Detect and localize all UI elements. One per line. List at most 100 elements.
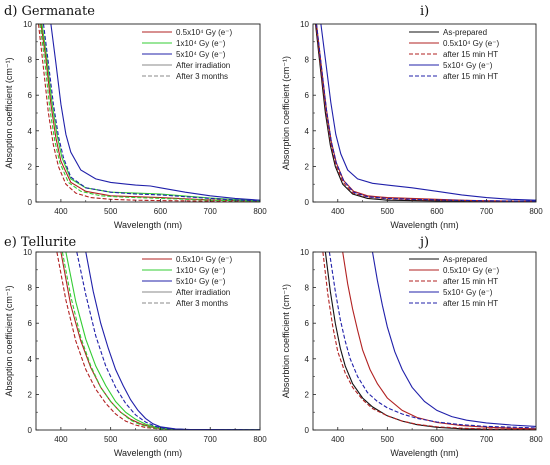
panel-title: i): [420, 4, 429, 19]
legend-entry: 0.5x10⁴ Gy (e⁻): [443, 266, 499, 275]
x-tick-label: 500: [381, 207, 395, 216]
legend-entry: 0.5x10⁴ Gy (e⁻): [176, 255, 232, 264]
chart-panel-1: d) Germanate 400 500 600 700 800 0 2 4 6 8 10 Wavele…: [4, 4, 267, 230]
series-line-3: [65, 252, 260, 430]
legend-entry: after 15 min HT: [443, 50, 498, 59]
y-tick-label: 2: [305, 390, 310, 399]
y-tick-label: 10: [23, 248, 32, 257]
y-tick-label: 0: [305, 198, 310, 207]
x-tick-label: 500: [104, 435, 118, 444]
y-tick-label: 8: [305, 56, 310, 65]
panel-title: j): [418, 235, 429, 250]
x-axis-label: Wavelength (nm): [390, 220, 458, 230]
series-line-6: [42, 24, 260, 202]
series-line-5: [50, 24, 260, 201]
x-tick-label: 700: [204, 435, 218, 444]
series-line-4: [320, 24, 536, 201]
x-tick-label: 600: [154, 207, 168, 216]
legend-entry: After 3 months: [176, 299, 228, 308]
x-tick-label: 800: [529, 435, 543, 444]
series-line-1: [40, 24, 260, 202]
y-tick-label: 10: [300, 20, 309, 29]
y-axis-label: Absoption coefficient (cm⁻¹): [4, 57, 14, 168]
y-tick-label: 10: [23, 20, 32, 29]
x-tick-label: 800: [529, 207, 543, 216]
legend-entry: 0.5x10⁴ Gy (e⁻): [443, 39, 499, 48]
x-axis-label: Wavelength (nm): [114, 220, 182, 230]
series-line-5: [315, 24, 536, 202]
legend-entry: 1x10⁴ Gy (e⁻): [176, 266, 226, 275]
series-line-3: [41, 24, 260, 202]
legend-entry: 0.5x10⁴ Gy (e⁻): [176, 28, 232, 37]
panel-title: e) Tellurite: [4, 235, 77, 250]
series-line-6: [76, 252, 260, 430]
x-tick-label: 400: [54, 435, 68, 444]
x-tick-label: 600: [154, 435, 168, 444]
legend-entry: 1x10⁴ Gy (e⁻): [176, 39, 226, 48]
legend: 0.5x10⁴ Gy (e⁻) 1x10⁴ Gy (e⁻) 5x10⁴ Gy (e⁻…: [142, 28, 232, 81]
x-tick-label: 800: [253, 435, 267, 444]
series-line-2: [37, 24, 260, 202]
y-tick-label: 4: [28, 127, 33, 136]
series-line-1: [314, 24, 536, 202]
x-tick-label: 600: [430, 435, 444, 444]
y-axis-label: Absoption coefficient (cm⁻¹): [4, 285, 14, 396]
legend-entry: after 15 min HT: [443, 72, 498, 81]
x-tick-label: 500: [104, 207, 118, 216]
legend: As-prepared 0.5x10⁴ Gy (e⁻) after 15 min H…: [409, 28, 499, 81]
chart-panel-2: i) 400 500 600 700 800 0 2 4 6 8 10 Wavelength (nm) A…: [281, 4, 543, 230]
y-tick-label: 2: [305, 162, 310, 171]
legend-entry: 5x10⁴ Gy (e⁻): [176, 277, 226, 286]
legend-entry: after 15 min HT: [443, 299, 498, 308]
legend-entry: After irradiation: [176, 61, 230, 70]
legend-entry: After 3 months: [176, 72, 228, 81]
legend-entry: after 15 min HT: [443, 277, 498, 286]
y-tick-label: 2: [28, 390, 33, 399]
x-axis-label: Wavelength (nm): [390, 448, 458, 458]
y-tick-label: 4: [305, 127, 310, 136]
y-tick-label: 0: [305, 426, 310, 435]
y-tick-label: 8: [28, 284, 33, 293]
x-tick-label: 700: [204, 207, 218, 216]
series-line-2: [56, 252, 260, 430]
y-tick-label: 4: [305, 355, 310, 364]
legend-entry: As-prepared: [443, 255, 487, 264]
y-tick-label: 6: [305, 319, 310, 328]
plot-frame: [312, 23, 537, 203]
series-line-5: [328, 252, 536, 429]
y-tick-label: 2: [28, 162, 33, 171]
y-tick-label: 6: [28, 91, 33, 100]
chart-panel-3: e) Tellurite 400 500 600 700 800 0 2 4 6 8 10 Wavele…: [4, 235, 267, 458]
legend: 0.5x10⁴ Gy (e⁻) 1x10⁴ Gy (e⁻) 5x10⁴ Gy (e⁻…: [142, 255, 232, 308]
y-tick-label: 6: [28, 319, 33, 328]
plot-frame: [35, 251, 261, 431]
series-line-2: [315, 24, 536, 202]
x-tick-label: 400: [54, 207, 68, 216]
y-tick-label: 6: [305, 91, 310, 100]
panel-title: d) Germanate: [4, 4, 95, 19]
x-tick-label: 700: [480, 435, 494, 444]
series-line-4: [61, 252, 260, 430]
legend-entry: 5x10⁴ Gy (e⁻): [443, 288, 493, 297]
series-line-3: [315, 24, 536, 202]
x-tick-label: 600: [430, 207, 444, 216]
legend-entry: After irradiation: [176, 288, 230, 297]
series-line-4: [39, 24, 260, 202]
x-axis-label: Wavelength (nm): [114, 448, 182, 458]
chart-panel-4: j) 400 500 600 700 800 0 2 4 6 8 10 Wavelength (nm) A…: [281, 235, 543, 458]
legend-entry: As-prepared: [443, 28, 487, 37]
legend-entry: 5x10⁴ Gy (e⁻): [443, 61, 493, 70]
legend-entry: 5x10⁴ Gy (e⁻): [176, 50, 226, 59]
y-tick-label: 4: [28, 355, 33, 364]
series-line-1: [324, 252, 536, 430]
y-tick-label: 0: [28, 198, 33, 207]
x-tick-label: 800: [253, 207, 267, 216]
y-tick-label: 10: [300, 248, 309, 257]
y-axis-label: Absorption coefficient (cm⁻¹): [281, 56, 291, 170]
x-tick-label: 700: [480, 207, 494, 216]
y-tick-label: 8: [28, 56, 33, 65]
legend: As-prepared 0.5x10⁴ Gy (e⁻) after 15 min H…: [409, 255, 499, 308]
x-tick-label: 400: [331, 207, 345, 216]
series-line-2: [342, 252, 536, 430]
